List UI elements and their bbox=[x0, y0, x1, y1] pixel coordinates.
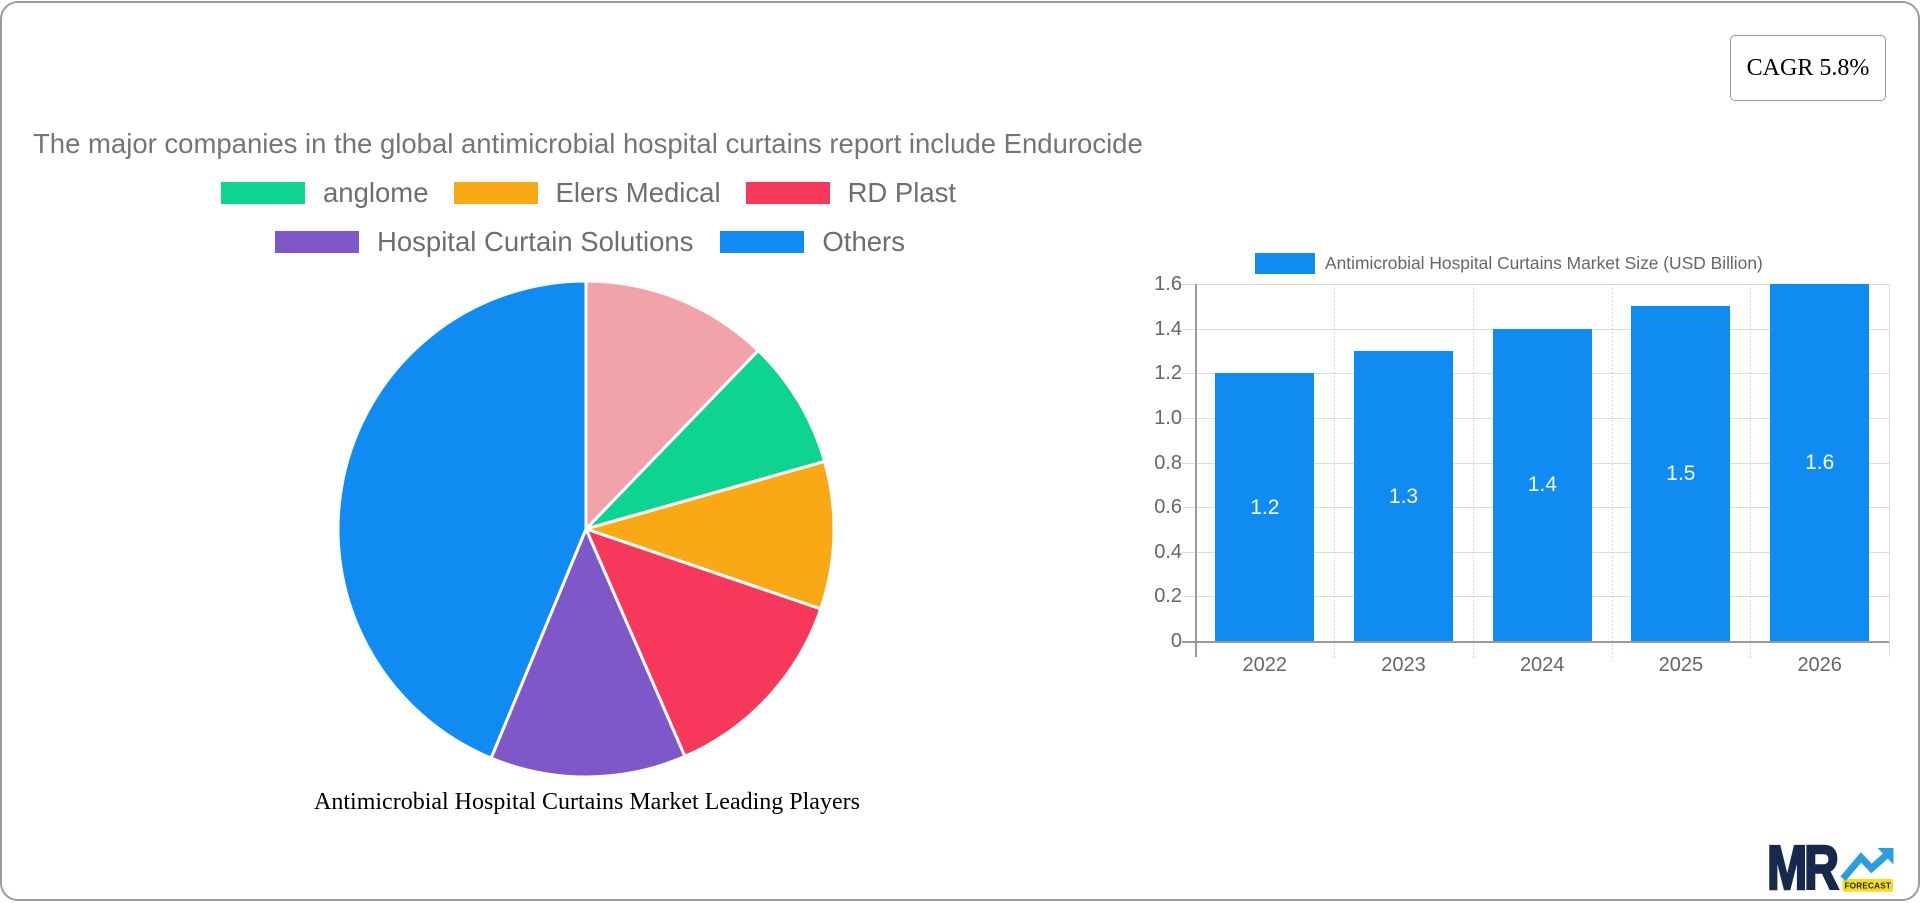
svg-text:FORECAST: FORECAST bbox=[1844, 881, 1891, 890]
